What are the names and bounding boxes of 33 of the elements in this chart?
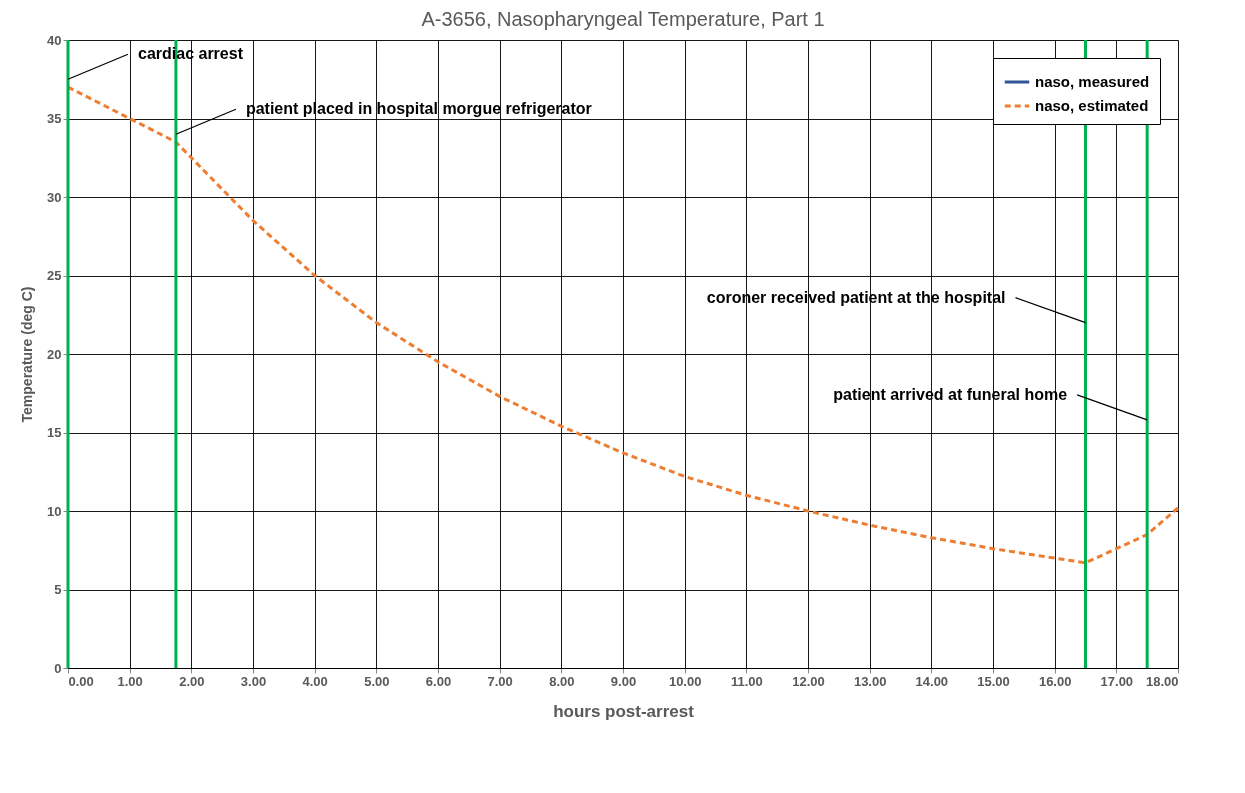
y-tick-label: 40 xyxy=(47,32,62,48)
y-tick-label: 20 xyxy=(47,346,62,362)
x-tick-label: 4.00 xyxy=(302,673,328,689)
x-tick-label: 0.00 xyxy=(68,673,94,689)
y-tick-label: 25 xyxy=(47,268,62,283)
y-axis-title: Temperature (deg C) xyxy=(19,286,36,423)
x-tick-label: 15.00 xyxy=(977,673,1010,689)
x-tick-label: 12.00 xyxy=(792,673,825,689)
chart-title: A-3656, Nasopharyngeal Temperature, Part 1 xyxy=(421,8,825,30)
y-tick-label: 0 xyxy=(54,660,62,676)
x-axis-title: hours post-arrest xyxy=(553,701,695,721)
x-tick-label: 3.00 xyxy=(240,673,267,689)
y-tick-label: 15 xyxy=(47,425,62,440)
x-tick-label: 5.00 xyxy=(364,673,390,689)
x-tick-label: 2.00 xyxy=(179,673,205,689)
y-tick-label: 30 xyxy=(47,189,62,205)
x-tick-label: 8.00 xyxy=(549,673,575,689)
legend-label: naso, measured xyxy=(1035,73,1150,90)
x-tick-label: 17.00 xyxy=(1100,673,1134,689)
x-tick-label: 18.00 xyxy=(1145,673,1179,689)
x-tick-label: 14.00 xyxy=(915,673,949,689)
x-tick-label: 1.00 xyxy=(117,673,143,689)
x-tick-label: 16.00 xyxy=(1038,673,1072,689)
x-tick-label: 9.00 xyxy=(610,673,637,689)
legend-label: naso, estimated xyxy=(1035,97,1149,114)
x-tick-label: 10.00 xyxy=(668,673,702,689)
y-tick-label: 35 xyxy=(47,111,62,126)
x-tick-label: 11.00 xyxy=(730,673,763,689)
x-tick-label: 7.00 xyxy=(487,673,513,689)
x-tick-label: 13.00 xyxy=(853,673,887,689)
y-tick-label: 5 xyxy=(54,582,62,597)
x-tick-label: 6.00 xyxy=(425,673,452,689)
y-tick-label: 10 xyxy=(47,503,62,519)
